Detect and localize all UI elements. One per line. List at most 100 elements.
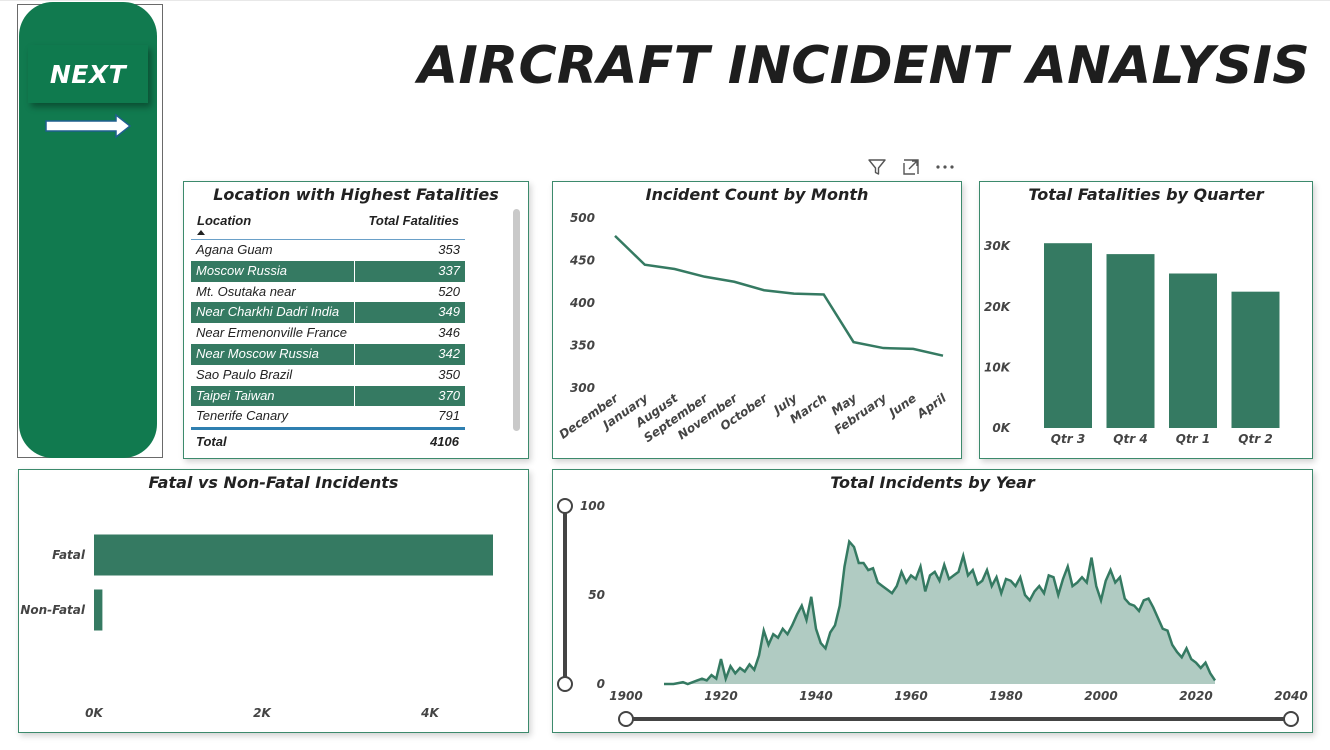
location-cell: Sao Paulo Brazil xyxy=(196,366,293,382)
table-row[interactable]: Tenerife Canary 791 xyxy=(191,406,465,427)
visual-header xyxy=(866,156,956,178)
x-tick-label: Qtr 2 xyxy=(1238,432,1272,446)
y-tick-label: 350 xyxy=(570,339,595,353)
y-tick-label: 450 xyxy=(569,254,595,268)
table-row[interactable]: Agana Guam 353 xyxy=(191,240,465,261)
fatalities-cell: 370 xyxy=(438,387,460,403)
x-tick-label: 1920 xyxy=(704,689,737,703)
filter-icon[interactable] xyxy=(866,156,888,178)
fatalities-by-quarter-chart: 0K 10K 20K 30K Qtr 3 Qtr 4 Qtr 1 Qtr 2 xyxy=(984,239,1280,446)
y-tick-label: 20K xyxy=(984,300,1012,314)
x-tick-label: 4K xyxy=(420,706,440,720)
x-tick-label: 1940 xyxy=(799,689,832,703)
cell-divider xyxy=(354,260,355,282)
incidents-by-year-chart: 0 50 100 1900 1920 1940 1960 1980 2000 2020 2040 xyxy=(557,498,1308,727)
x-tick-label: Qtr 1 xyxy=(1176,432,1210,446)
y-tick-label: 10K xyxy=(984,360,1012,374)
x-tick-label: 1960 xyxy=(894,689,927,703)
x-tick-label: Qtr 3 xyxy=(1051,432,1085,446)
right-arrow-icon[interactable] xyxy=(44,113,132,139)
x-tick-label: 1900 xyxy=(609,689,642,703)
y-tick-label: 0K xyxy=(992,421,1011,435)
fatalities-cell: 346 xyxy=(438,325,460,341)
y-tick-label: 100 xyxy=(580,499,605,513)
x-slider-handle-right[interactable] xyxy=(1283,711,1299,727)
incidents-area xyxy=(664,541,1215,684)
table-title: Location with Highest Fatalities xyxy=(213,185,499,204)
y-tick-label: 300 xyxy=(570,381,595,395)
table-row[interactable]: Moscow Russia 337 xyxy=(191,260,465,282)
incident-by-month-chart: 300350400450500DecemberJanuaryAugustSept… xyxy=(557,211,950,445)
total-value: 4106 xyxy=(430,434,459,450)
x-tick-label: Qtr 4 xyxy=(1113,432,1147,446)
line-chart-title: Incident Count by Month xyxy=(645,185,869,204)
location-cell: Taipei Taiwan xyxy=(196,387,275,403)
cell-divider xyxy=(354,385,355,407)
table-header: Location Total Fatalities xyxy=(191,212,465,240)
location-cell: Moscow Russia xyxy=(196,262,288,278)
next-button[interactable]: NEXT xyxy=(28,45,148,103)
quarter-chart-title: Total Fatalities by Quarter xyxy=(1028,185,1264,204)
bar-fatal[interactable] xyxy=(94,534,493,576)
fatal-vs-nonfatal-panel: Fatal vs Non-Fatal Incidents Fatal Non-Fa… xyxy=(18,469,529,733)
location-cell: Near Moscow Russia xyxy=(196,345,319,361)
incidents-line xyxy=(664,538,1217,686)
more-options-icon[interactable] xyxy=(934,156,956,178)
location-cell: Near Charkhi Dadri India xyxy=(196,304,340,320)
category-label: Fatal xyxy=(52,548,86,562)
table-scrollbar[interactable] xyxy=(513,209,520,431)
location-cell: Near Ermenonville France xyxy=(196,325,348,341)
y-tick-label: 50 xyxy=(588,588,605,602)
table-row[interactable]: Near Ermenonville France 346 xyxy=(191,323,465,344)
x-tick-label: 1980 xyxy=(989,689,1022,703)
y-slider-handle-top[interactable] xyxy=(557,498,573,514)
y-tick-label: 30K xyxy=(984,239,1012,253)
fatalities-table-panel: Location with Highest Fatalities Locatio… xyxy=(183,181,529,459)
sort-ascending-icon[interactable] xyxy=(197,230,205,235)
fatalities-by-quarter-panel: Total Fatalities by Quarter 0K 10K 20K 30K Q… xyxy=(979,181,1313,459)
cell-divider xyxy=(354,302,355,324)
location-cell: Mt. Osutaka near xyxy=(196,283,296,299)
fatalities-cell: 520 xyxy=(438,283,460,299)
x-tick-label: June xyxy=(885,391,919,421)
column-header-total-fatalities[interactable]: Total Fatalities xyxy=(368,213,459,228)
table-row[interactable]: Sao Paulo Brazil 350 xyxy=(191,365,465,386)
cell-divider xyxy=(354,343,355,365)
bar-qtr-1[interactable] xyxy=(1169,273,1217,429)
x-tick-label: 2K xyxy=(253,706,272,720)
table-total-row: Total 4106 xyxy=(191,427,465,452)
table-row[interactable]: Near Moscow Russia 342 xyxy=(191,343,465,365)
fatalities-cell: 342 xyxy=(438,345,460,361)
bar-qtr-2[interactable] xyxy=(1231,291,1280,428)
table-row[interactable]: Near Charkhi Dadri India 349 xyxy=(191,302,465,324)
top-border xyxy=(0,0,1330,1)
bar-qtr-4[interactable] xyxy=(1106,254,1155,428)
x-tick-label: 2020 xyxy=(1179,689,1212,703)
bar-qtr-3[interactable] xyxy=(1044,243,1092,428)
location-cell: Agana Guam xyxy=(196,242,273,257)
hbar-chart-title: Fatal vs Non-Fatal Incidents xyxy=(148,473,399,492)
column-header-location[interactable]: Location xyxy=(197,213,252,228)
total-label: Total xyxy=(196,434,227,450)
table-body: Agana Guam 353 Moscow Russia 337 Mt. Osutaka… xyxy=(191,240,465,427)
fatalities-cell: 353 xyxy=(438,242,460,257)
incident-by-month-panel: Incident Count by Month 300 350 400 450 500 D… xyxy=(552,181,962,459)
x-tick-label: 2040 xyxy=(1274,689,1307,703)
area-chart-title: Total Incidents by Year xyxy=(830,473,1035,492)
incidents-by-year-panel: Total Incidents by Year 0 50 100 1900 1920 19… xyxy=(552,469,1313,733)
x-tick-label: 2000 xyxy=(1084,689,1117,703)
incident-count-line xyxy=(614,234,944,357)
table-row[interactable]: Taipei Taiwan 370 xyxy=(191,385,465,407)
focus-mode-icon[interactable] xyxy=(900,156,922,178)
y-tick-label: 500 xyxy=(570,211,595,225)
x-slider-handle-left[interactable] xyxy=(618,711,634,727)
table-row[interactable]: Mt. Osutaka near 520 xyxy=(191,282,465,303)
y-slider-handle-bottom[interactable] xyxy=(557,676,573,692)
location-cell: Tenerife Canary xyxy=(196,408,289,424)
bar-non-fatal[interactable] xyxy=(94,589,103,631)
y-tick-label: 0 xyxy=(597,677,605,691)
fatalities-cell: 337 xyxy=(438,262,460,278)
fatalities-cell: 349 xyxy=(438,304,460,320)
x-tick-label: April xyxy=(914,390,950,421)
fatal-vs-nonfatal-chart: Fatal Non-Fatal 0K 2K 4K xyxy=(20,534,493,720)
